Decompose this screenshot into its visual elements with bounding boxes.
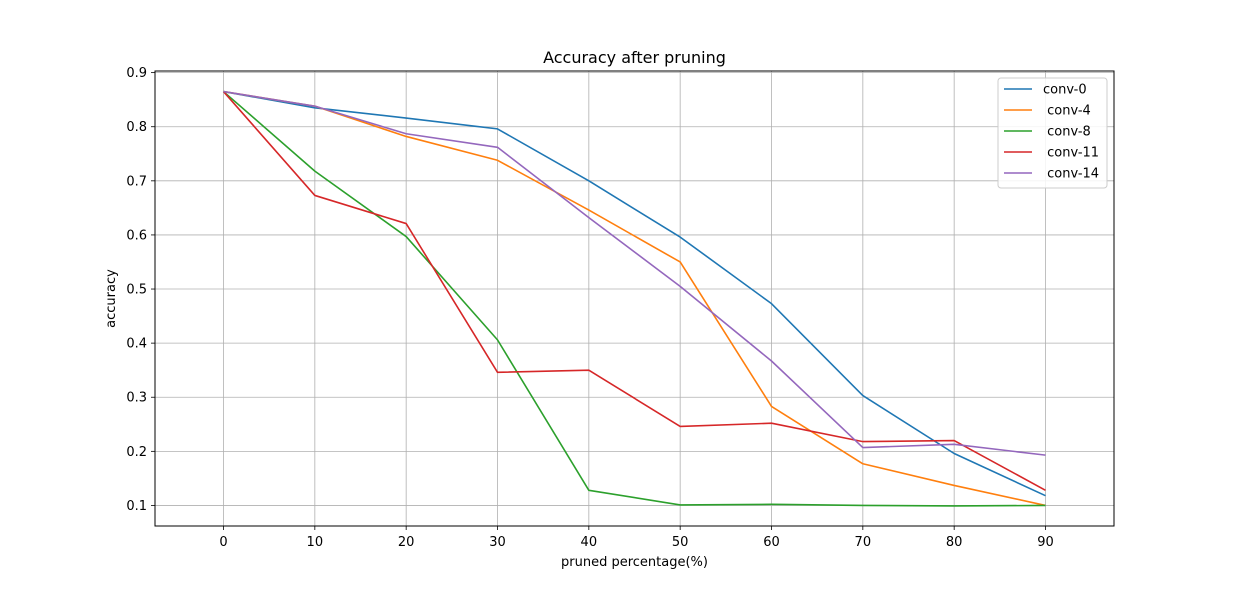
plot-frame (154, 70, 1115, 527)
legend-label: conv-14 (1043, 167, 1099, 182)
y-tick-label: 0.8 (126, 120, 147, 135)
x-tick-label: 20 (398, 535, 415, 550)
y-axis-title: accuracy (104, 269, 119, 328)
y-tick-label: 0.7 (126, 174, 147, 189)
x-tick-label: 70 (855, 535, 872, 550)
y-tick-label: 0.9 (126, 66, 147, 81)
y-tick-label: 0.6 (126, 228, 147, 243)
series-line-conv-14 (223, 90, 1046, 456)
y-tick-label: 0.3 (126, 391, 147, 406)
x-tick-label: 60 (763, 535, 780, 550)
y-tick-label: 0.5 (126, 283, 147, 298)
x-axis-title: pruned percentage(%) (561, 555, 708, 570)
legend-label: conv-8 (1043, 125, 1091, 140)
x-tick-label: 30 (489, 535, 506, 550)
x-tick-label: 80 (946, 535, 963, 550)
grid-lines (155, 71, 1114, 526)
series-line-conv-4 (223, 90, 1046, 507)
y-tick-label: 0.2 (126, 445, 147, 460)
x-tick-label: 40 (581, 535, 598, 550)
legend: conv-0 conv-4 conv-8 conv-11 conv-14 (997, 77, 1108, 189)
y-tick-label: 0.1 (126, 499, 147, 514)
series-line-conv-0 (223, 90, 1046, 497)
chart-title: Accuracy after pruning (543, 48, 726, 67)
x-tick-label: 10 (307, 535, 324, 550)
x-tick-label: 0 (219, 535, 227, 550)
legend-box (997, 77, 1108, 189)
legend-label: conv-4 (1043, 104, 1091, 119)
x-tick-label: 50 (672, 535, 689, 550)
axis-ticks: 0 10 20 30 40 50 60 70 80 90 0.1 0.2 0.3 0.4 0.5 0.6 0.7… (126, 66, 1053, 550)
series-line-conv-11 (222, 91, 1046, 491)
x-tick-label: 90 (1037, 535, 1054, 550)
legend-label: conv-0 (1043, 83, 1087, 98)
y-tick-label: 0.4 (126, 337, 147, 352)
legend-label: conv-11 (1043, 146, 1099, 161)
series-lines (222, 90, 1046, 507)
series-line-conv-8 (222, 90, 1046, 507)
